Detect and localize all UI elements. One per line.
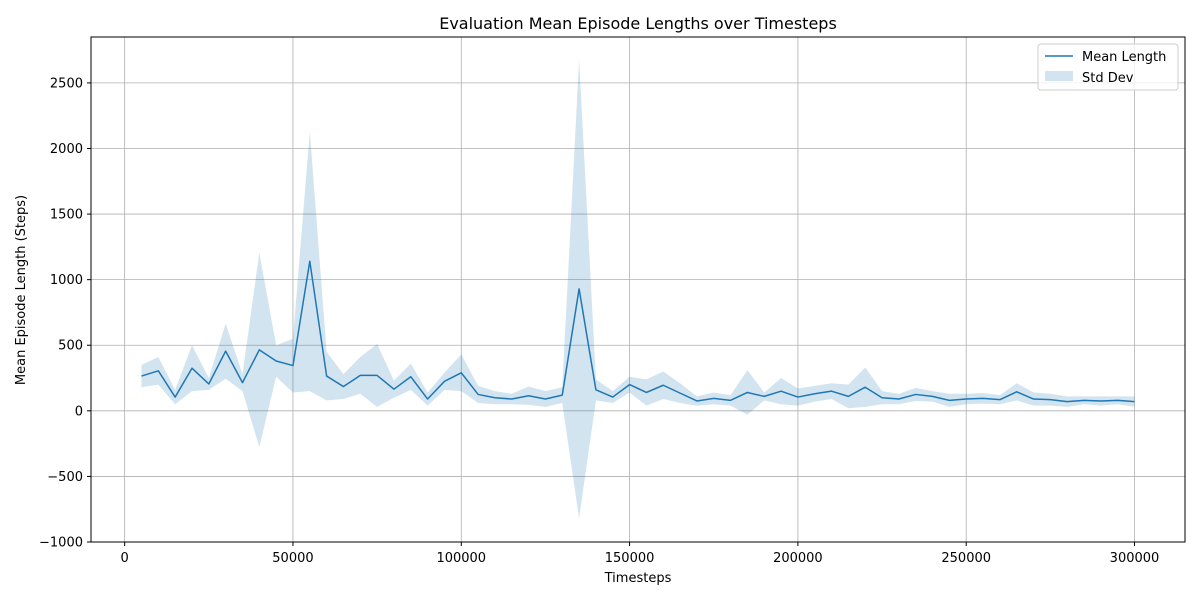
legend: Mean Length Std Dev	[1037, 43, 1179, 91]
y-tick-label: −500	[47, 470, 83, 485]
x-tick-label: 150000	[605, 551, 655, 566]
x-tick-label: 100000	[436, 551, 486, 566]
chart-title: Evaluation Mean Episode Lengths over Tim…	[439, 14, 837, 33]
x-tick-label: 50000	[272, 551, 313, 566]
y-axis-label: Mean Episode Length (Steps)	[14, 195, 29, 385]
x-axis-ticks: 0 50000 100000 150000 200000 250000 300000	[121, 542, 1160, 566]
legend-swatch-std-dev	[1045, 71, 1073, 81]
y-tick-label: 2500	[50, 76, 83, 91]
x-tick-label: 250000	[941, 551, 991, 566]
y-tick-label: 500	[58, 339, 83, 354]
x-tick-label: 0	[121, 551, 129, 566]
mean-line-layer	[141, 260, 1135, 403]
y-axis-ticks: −1000 −500 0 500 1000 1500 2000 2500	[39, 76, 91, 551]
legend-label-mean-length: Mean Length	[1082, 50, 1166, 65]
plot-frame	[90, 36, 1186, 543]
std-dev-band	[141, 59, 1135, 519]
std-band-layer	[141, 59, 1135, 519]
y-tick-label: −1000	[39, 536, 83, 551]
grid	[91, 37, 1185, 543]
y-tick-label: 1500	[50, 208, 83, 223]
x-tick-label: 200000	[773, 551, 823, 566]
y-tick-label: 2000	[50, 142, 83, 157]
legend-label-std-dev: Std Dev	[1082, 71, 1134, 86]
y-tick-label: 0	[75, 404, 83, 419]
x-tick-label: 300000	[1110, 551, 1160, 566]
x-axis-label: Timesteps	[604, 571, 672, 586]
y-tick-label: 1000	[50, 273, 83, 288]
mean-length-line	[141, 260, 1135, 403]
